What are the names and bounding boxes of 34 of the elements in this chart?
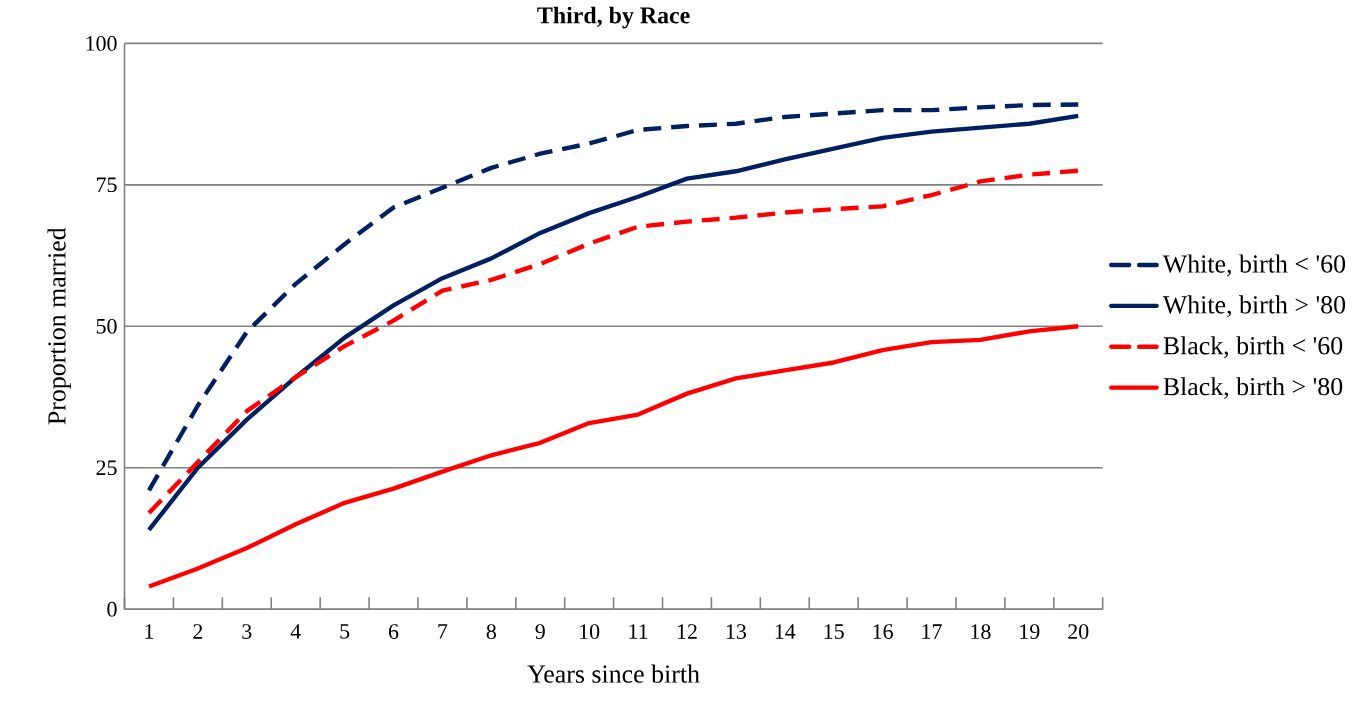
x-tick-label: 2 <box>193 624 203 639</box>
x-tick-label: 11 <box>629 624 648 639</box>
x-tick-label: 19 <box>1020 624 1040 640</box>
x-tick-label: 6 <box>388 624 399 640</box>
x-tick-label: 16 <box>873 624 893 640</box>
y-tick-label: 50 <box>96 319 117 334</box>
y-tick-label: 25 <box>96 460 117 476</box>
line-series <box>146 324 1081 589</box>
y-tick-label: 0 <box>107 601 117 617</box>
x-tick-label: 18 <box>971 624 991 640</box>
x-tick-label: 5 <box>340 624 350 639</box>
x-tick-label: 15 <box>824 624 844 639</box>
legend-label: White, birth < '60 <box>1162 254 1346 277</box>
x-axis-title: Years since birth <box>527 664 700 683</box>
legend-label: White, birth > '80 <box>1162 295 1346 318</box>
x-tick-label: 8 <box>486 624 496 640</box>
x-tick-label: 13 <box>726 624 746 640</box>
x-tick-label: 7 <box>438 624 448 639</box>
x-tick-label: 10 <box>580 624 600 640</box>
y-axis-title: Proportion married <box>47 227 71 425</box>
y-tick-label: 100 <box>86 36 117 51</box>
x-tick-label: 4 <box>290 624 301 639</box>
x-tick-label: 14 <box>775 624 796 639</box>
x-tick-label: 9 <box>535 624 545 640</box>
x-tick-label: 17 <box>922 624 942 639</box>
x-tick-label: 20 <box>1068 624 1089 640</box>
chart-title: Third, by Race <box>537 6 690 29</box>
x-tick-label: 12 <box>677 624 697 639</box>
line-series <box>146 168 1081 516</box>
legend-label: Black, birth > '80 <box>1163 377 1343 400</box>
x-tick-label: 1 <box>145 624 154 639</box>
legend-label: Black, birth < '60 <box>1163 336 1343 359</box>
y-tick-label: 75 <box>97 177 117 193</box>
x-tick-label: 3 <box>242 624 252 640</box>
